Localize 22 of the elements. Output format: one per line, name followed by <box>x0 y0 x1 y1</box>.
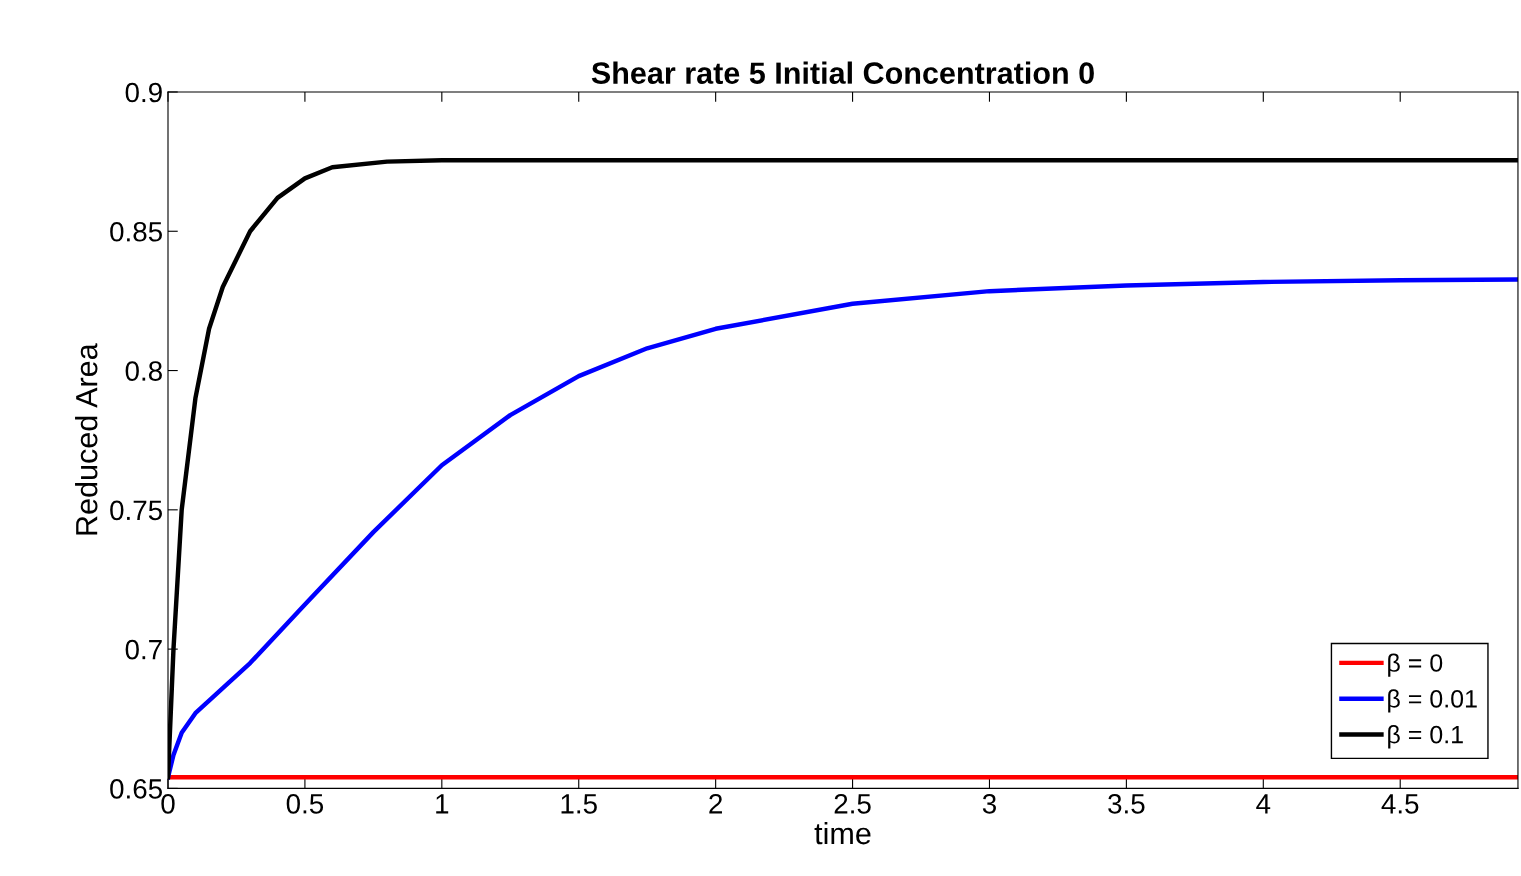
y-tick-label: 0.9 <box>125 82 162 103</box>
x-tick-label: 2 <box>709 793 722 814</box>
x-axis-title: time <box>814 821 871 845</box>
y-tick-label: 0.65 <box>110 779 162 799</box>
legend-label: β = 0.1 <box>1388 725 1463 749</box>
chart-title: Shear rate 5 Initial Concentration 0 <box>591 61 1094 84</box>
x-tick-label: 4.5 <box>1381 794 1419 814</box>
x-tick-label: 1 <box>436 794 449 814</box>
x-tick-label: 3.5 <box>1108 793 1145 814</box>
y-tick-label: 0.8 <box>125 361 162 381</box>
y-tick-label: 0.75 <box>110 500 162 521</box>
y-tick-label: 0.85 <box>110 221 162 242</box>
legend-label: β = 0.01 <box>1388 689 1477 713</box>
x-tick-label: 1.5 <box>561 794 597 814</box>
y-axis-title: Reduced Area <box>75 343 98 535</box>
x-tick-label: 2.5 <box>834 793 871 814</box>
y-tick-label: 0.7 <box>125 639 162 660</box>
x-tick-label: 3 <box>982 793 996 814</box>
x-tick-label: 0.5 <box>286 793 324 814</box>
x-tick-label: 0 <box>161 793 175 814</box>
x-tick-label: 4 <box>1256 794 1271 814</box>
legend-label: β = 0 <box>1388 653 1443 677</box>
